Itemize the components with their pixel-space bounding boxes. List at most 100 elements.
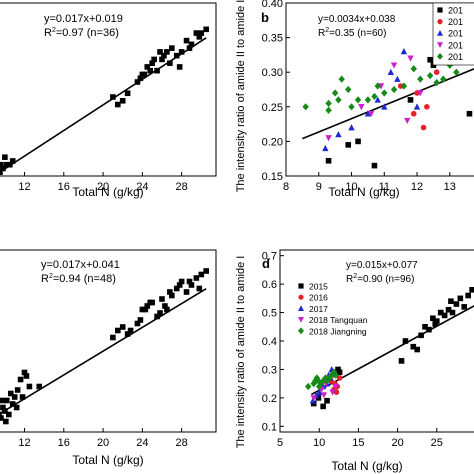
panel-b-x-axis-label: Total N (g/kg): [328, 185, 399, 199]
panel-b-data-point: [367, 110, 375, 118]
panel-a-data-point: [183, 37, 190, 44]
panel-b-data-point: [345, 85, 352, 94]
panel-c-x-tick-label: 20: [97, 437, 109, 449]
panel-c-data-point: [21, 369, 28, 376]
panel-b-y-tick-label: 0.15: [262, 171, 283, 183]
panel-b-data-point: [433, 69, 440, 75]
panel-b-y-tick-label: 0.25: [262, 102, 283, 114]
panel-d-data-point: [316, 382, 323, 391]
panel-c-equation: y=0.017x+0.041: [41, 259, 120, 271]
panel-c-data-point: [183, 289, 190, 295]
panel-d-y-tick-label: 0.5: [262, 308, 277, 320]
panel-c-data-point: [173, 285, 180, 292]
panel-c-data-point: [2, 408, 8, 414]
panel-c-data-point: [167, 289, 173, 295]
panel-b-legend-label: 201: [448, 17, 463, 27]
panel-c-r2-text: =0.94 (n=48): [53, 273, 116, 285]
panel-a-data-point: [119, 97, 126, 104]
panel-d-data-point: [320, 392, 328, 399]
panel-d-legend-label: 2018 Jiangning: [309, 326, 367, 336]
panel-c-r2-prefix: R: [41, 273, 49, 285]
panel-c-data-point: [110, 334, 116, 341]
panel-b-data-point: [417, 75, 424, 83]
panel-b-data-point: [355, 138, 361, 145]
panel-b-data-point: [371, 162, 378, 169]
panel-c-data-point: [6, 411, 12, 418]
panel-b-legend-marker: [437, 30, 443, 36]
panel-b-x-tick-label: 13: [444, 181, 456, 193]
panel-d-data-point: [333, 389, 340, 395]
panel-d-data-point: [441, 312, 448, 319]
panel-a-data-point: [147, 67, 154, 74]
panel-a-frame: [0, 2, 217, 177]
panel-b-data-point: [410, 65, 417, 73]
panel-c-data-point: [164, 306, 170, 313]
panel-d-data-point: [336, 375, 343, 381]
panel-c-data-point: [198, 271, 205, 278]
panel-b-data-point: [335, 131, 342, 138]
panel-b-data-point: [374, 82, 381, 90]
panel-a-x-tick-label: 16: [58, 181, 70, 193]
panel-d-data-point: [402, 338, 409, 344]
panel-b-data-point: [302, 103, 309, 111]
panel-b-data-point: [453, 68, 460, 76]
panel-d-x-axis-label: Total N (g/kg): [331, 459, 402, 473]
panel-a-data-point: [115, 101, 121, 108]
panel-a-data-point: [196, 34, 203, 40]
panel-b-data-point: [371, 92, 378, 101]
panel-d-legend-marker: [298, 283, 304, 289]
panel-a-data-point: [124, 90, 131, 97]
panel-c-data-point: [154, 313, 160, 320]
panel-a-data-point: [159, 56, 165, 63]
panel-a-data-point: [151, 56, 157, 63]
panel-b-x-tick-label: 8: [283, 181, 289, 193]
panel-a-data-point: [173, 52, 180, 59]
panel-d-data-point: [324, 397, 330, 404]
panel-d-r-squared: R2=0.90 (n=96): [346, 273, 414, 285]
panel-d-legend-marker: [298, 294, 304, 300]
panel-c-data-point: [26, 383, 33, 390]
panel-d-legend-label: 2016: [309, 293, 328, 303]
panel-b-data-point: [322, 144, 329, 152]
panel-b-data-point: [335, 96, 342, 104]
panel-b-data-point: [364, 110, 372, 117]
panel-d-data-point: [335, 366, 341, 373]
panel-a-r2-superscript: 2: [52, 27, 56, 34]
panel-d-data-point: [448, 298, 454, 304]
panel-b-data-point: [364, 96, 372, 104]
panel-b-x-tick-label: 9: [316, 181, 322, 193]
panel-c-data-point: [188, 282, 195, 288]
panel-c-x-tick-label: 24: [136, 437, 148, 449]
panel-a-data-point: [178, 49, 185, 55]
panel-c-data-point: [162, 303, 168, 309]
panel-d-data-point: [309, 397, 317, 404]
panel-c-data-point: [196, 285, 203, 292]
panel-b-data-point: [345, 142, 352, 148]
panel-a-data-point: [0, 169, 3, 176]
panel-c-data-point: [178, 278, 185, 285]
panel-b-data-point: [420, 124, 427, 131]
panel-c-data-point: [11, 394, 18, 400]
panel-c-data-point: [13, 404, 20, 411]
panel-a-equation: y=0.017x+0.019: [44, 13, 123, 25]
panel-d-scatter: 5 10 15 20 250.10.20.30.40.50.60.7 201520162…: [235, 249, 474, 473]
panel-a-data-point: [0, 165, 6, 172]
panel-a-data-point: [164, 49, 170, 55]
panel-c-data-point: [17, 376, 24, 383]
panel-b-data-point: [424, 104, 430, 110]
panel-b-x-tick-label: 12: [411, 181, 423, 193]
panel-d-data-point: [453, 301, 460, 307]
panel-b-legend-marker: [437, 7, 443, 13]
panel-a-x-tick-label: 24: [136, 181, 148, 193]
panel-b-data-point: [426, 72, 434, 80]
panel-a-data-point: [0, 161, 4, 168]
panel-c-data-point: [193, 275, 200, 281]
panel-d-legend-marker: [298, 327, 304, 335]
panel-b-y-tick-label: 0.20: [262, 136, 283, 148]
panel-b-data-point: [358, 104, 365, 111]
panel-d-marks: 5 10 15 20 25 0.1 0.2 0.3 0.4 0.5 0.6 0.7: [262, 249, 474, 449]
panel-d-y-tick-label: 0.4: [262, 336, 277, 348]
panel-c-x-tick-label: 12: [18, 437, 30, 449]
panel-d-data-point: [418, 332, 424, 339]
